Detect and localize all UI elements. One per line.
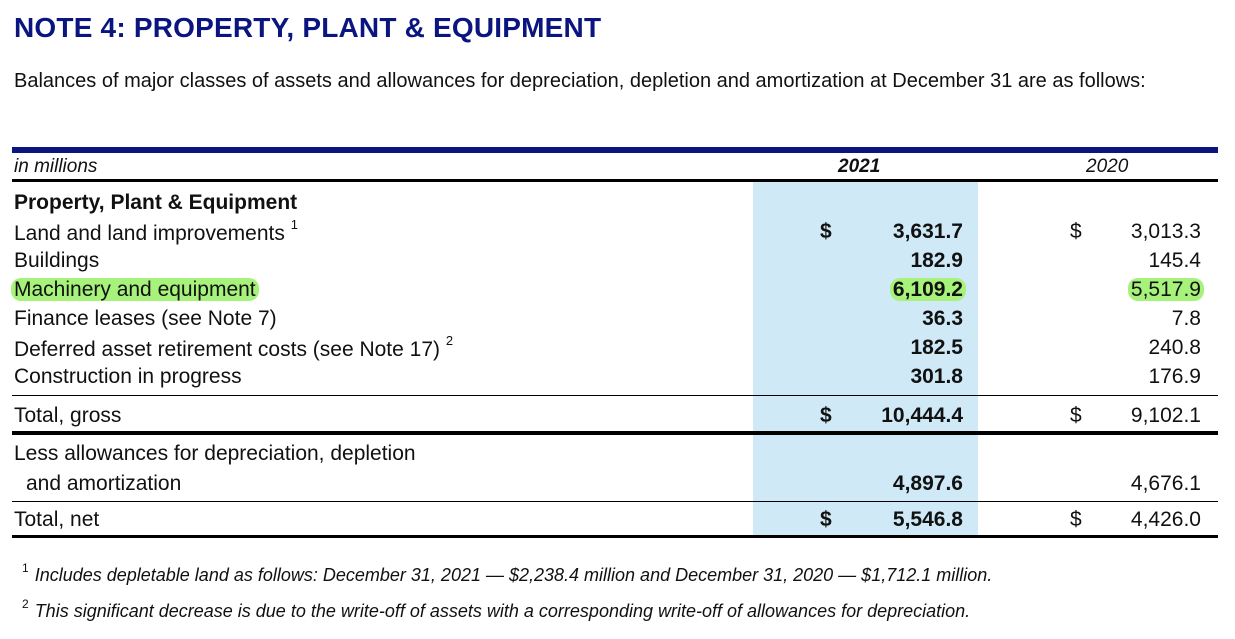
page-title: NOTE 4: PROPERTY, PLANT & EQUIPMENT <box>14 12 602 43</box>
total-rule <box>12 431 1218 435</box>
value-2021: 182.5 <box>910 336 963 359</box>
row-label: Less allowances for depreciation, deplet… <box>14 442 416 465</box>
currency-2021: $ <box>820 220 832 243</box>
total-net-row: Total, net $ 5,546.8 $ 4,426.0 <box>0 508 1235 537</box>
value-2021: 3,631.7 <box>892 220 963 243</box>
value-2020: 176.9 <box>1148 365 1201 388</box>
value-2020: 3,013.3 <box>1130 220 1201 243</box>
value-2021: 36.3 <box>922 307 963 330</box>
row-label: Total, gross <box>14 404 122 427</box>
table-row-highlighted: Machinery and equipment 6,109.2 5,517.9 <box>0 278 1235 307</box>
currency-2021: $ <box>820 404 832 427</box>
footnote-1: 1 Includes depletable land as follows: De… <box>22 561 993 585</box>
currency-2020: $ <box>1070 404 1082 427</box>
column-2021-highlight <box>753 180 978 536</box>
row-label: Deferred asset retirement costs (see Not… <box>14 333 454 361</box>
net-rule <box>12 501 1218 502</box>
total-gross-row: Total, gross $ 10,444.4 $ 9,102.1 <box>0 404 1235 433</box>
row-label: Total, net <box>14 508 100 531</box>
value-2021: 10,444.4 <box>881 404 963 427</box>
footnote-ref: 2 <box>445 333 454 348</box>
value-2021: 182.9 <box>910 249 963 272</box>
value-2021: 5,546.8 <box>892 508 963 531</box>
table-top-bar <box>12 147 1218 153</box>
footnote-number: 1 <box>22 561 29 575</box>
subtotal-rule <box>12 395 1218 396</box>
highlight-marker: 6,109.2 <box>889 278 966 301</box>
table-row: Deferred asset retirement costs (see Not… <box>0 333 1235 365</box>
table-row: Construction in progress 301.8 176.9 <box>0 365 1235 394</box>
value-2020: 9,102.1 <box>1130 404 1201 427</box>
value-2020: 240.8 <box>1148 336 1201 359</box>
highlight-marker: 5,517.9 <box>1127 278 1204 301</box>
bottom-rule <box>12 535 1218 538</box>
value-2020: 4,426.0 <box>1130 508 1201 531</box>
table-row: Land and land improvements 1 $ 3,631.7 $… <box>0 217 1235 249</box>
currency-2020: $ <box>1070 508 1082 531</box>
value-2020: 4,676.1 <box>1130 472 1201 495</box>
value-2021: 6,109.2 <box>889 278 966 302</box>
unit-label: in millions <box>14 156 98 177</box>
value-2021: 301.8 <box>910 365 963 388</box>
value-2020: 5,517.9 <box>1127 278 1204 302</box>
currency-2020: $ <box>1070 220 1082 243</box>
row-label: Construction in progress <box>14 365 242 388</box>
row-label: Machinery and equipment <box>11 278 259 302</box>
value-2021: 4,897.6 <box>892 472 963 495</box>
column-header-2020: 2020 <box>1086 156 1129 177</box>
allowances-row-line1: Less allowances for depreciation, deplet… <box>0 442 1235 471</box>
value-2020: 7.8 <box>1171 307 1201 330</box>
row-label: Buildings <box>14 249 100 272</box>
value-2020: 145.4 <box>1148 249 1201 272</box>
footnote-2: 2 This significant decrease is due to the… <box>22 597 971 621</box>
footnote-ref: 1 <box>290 217 298 232</box>
section-row: Property, Plant & Equipment <box>0 191 1235 220</box>
highlight-marker: Machinery and equipment <box>11 278 259 301</box>
row-label: Finance leases (see Note 7) <box>14 307 277 330</box>
header-rule <box>12 179 1218 182</box>
table-row: Finance leases (see Note 7) 36.3 7.8 <box>0 307 1235 336</box>
currency-2021: $ <box>820 508 832 531</box>
footnote-number: 2 <box>22 597 29 611</box>
row-label: and amortization <box>26 472 182 495</box>
row-label: Land and land improvements 1 <box>14 217 298 245</box>
intro-paragraph: Balances of major classes of assets and … <box>14 70 1146 92</box>
column-header-2021: 2021 <box>838 156 881 177</box>
table-row: Buildings 182.9 145.4 <box>0 249 1235 278</box>
section-title: Property, Plant & Equipment <box>14 191 298 214</box>
allowances-row-line2: and amortization 4,897.6 4,676.1 <box>0 472 1235 501</box>
